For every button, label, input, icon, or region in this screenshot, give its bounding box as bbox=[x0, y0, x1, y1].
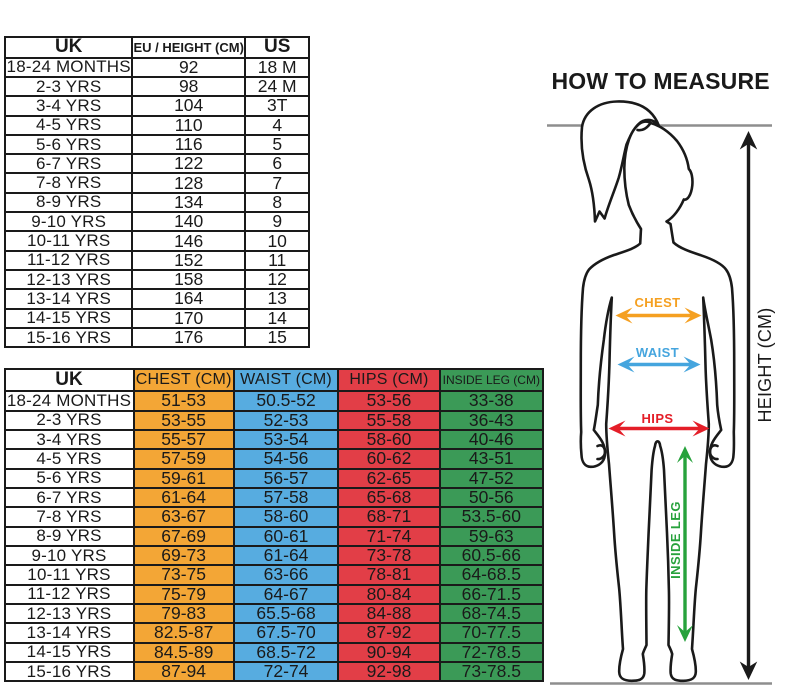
svg-text:HEIGHT (CM): HEIGHT (CM) bbox=[755, 308, 775, 423]
svg-text:WAIST: WAIST bbox=[636, 345, 679, 360]
svg-text:INSIDE LEG: INSIDE LEG bbox=[668, 501, 683, 579]
svg-text:HIPS: HIPS bbox=[642, 411, 674, 426]
svg-text:CHEST: CHEST bbox=[634, 295, 680, 310]
